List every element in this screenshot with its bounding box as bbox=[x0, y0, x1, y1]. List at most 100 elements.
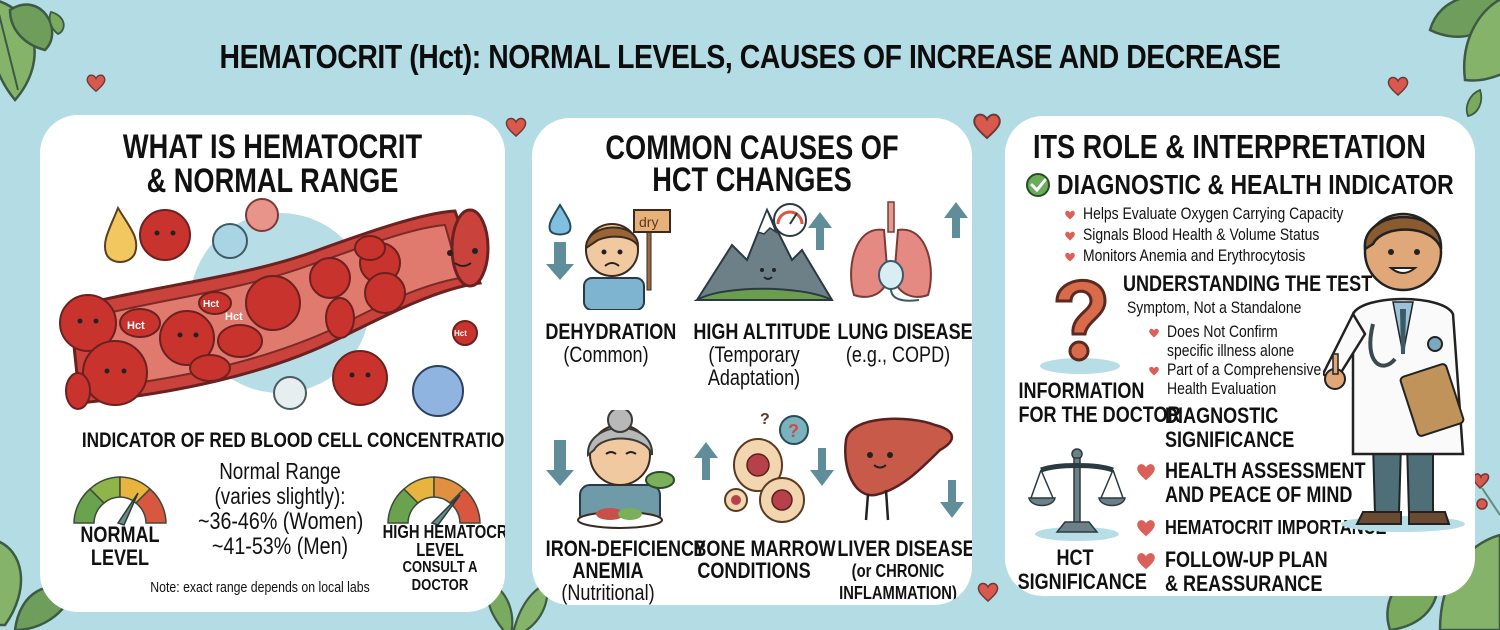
list-item-text: Monitors Anemia and Erythrocytosis bbox=[1083, 246, 1306, 265]
cause-detail: (Nutritional) bbox=[561, 580, 655, 605]
panel-what-is-hematocrit: WHAT IS HEMATOCRIT & NORMAL RANGE bbox=[40, 115, 505, 612]
high-gauge-icon bbox=[382, 467, 486, 527]
balance-scale-icon bbox=[1027, 446, 1127, 542]
svg-text:Hct: Hct bbox=[203, 299, 220, 310]
cause-detail: INFLAMMATION) bbox=[839, 583, 957, 603]
lab-range-note: Note: exact range depends on local labs bbox=[150, 579, 370, 596]
heart-icon bbox=[1137, 464, 1155, 481]
list-item: HEALTH ASSESSMENT AND PEACE OF MIND bbox=[1133, 459, 1435, 507]
hct-significance-label: HCT SIGNIFICANCE bbox=[1005, 545, 1147, 594]
list-item-text: specific illness alone bbox=[1167, 341, 1295, 360]
panel-title-line2: HCT CHANGES bbox=[652, 161, 852, 199]
heart-bullet-icon bbox=[1065, 252, 1075, 262]
cause-iron-deficiency: IRON-DEFICIENCY ANEMIA (Nutritional) bbox=[532, 536, 707, 605]
heart-bullet-icon bbox=[1149, 328, 1159, 338]
high-hematocrit-label: HIGH HEMATOCRIT LEVEL CONSULT A DOCTOR bbox=[370, 523, 505, 595]
cause-liver-disease: LIVER DISEASE (or CHRONIC INFLAMMATION) bbox=[824, 538, 972, 604]
dry-sign-text: dry bbox=[639, 214, 658, 230]
panel-role-interpretation: ITS ROLE & INTERPRETATION DIAGNOSTIC & H… bbox=[1005, 116, 1475, 596]
understanding-heading-text: UNDERSTANDING THE TEST bbox=[1123, 271, 1373, 296]
leaves-top-right-decoration bbox=[1420, 0, 1500, 90]
cause-name: ANEMIA bbox=[572, 558, 644, 583]
significance-heading-line2: SIGNIFICANCE bbox=[1165, 427, 1295, 452]
panel-title-line1: COMMON CAUSES OF bbox=[605, 129, 899, 167]
check-icon bbox=[1025, 172, 1051, 198]
svg-text:Hct: Hct bbox=[454, 329, 467, 338]
cause-dehydration: DEHYDRATION (Common) bbox=[532, 320, 680, 366]
heart-decoration bbox=[503, 115, 529, 139]
list-item-text: Health Evaluation bbox=[1167, 379, 1277, 398]
list-item: Signals Blood Health & Volume Status bbox=[1063, 224, 1400, 245]
indicator-heading: DIAGNOSTIC & HEALTH INDICATOR bbox=[1057, 169, 1475, 201]
normal-level-line1: NORMAL bbox=[80, 522, 160, 547]
panel-common-causes: COMMON CAUSES OF HCT CHANGES dry bbox=[532, 118, 972, 605]
understanding-list: Does Not Confirm specific illness alone … bbox=[1147, 322, 1355, 398]
cause-name: CONDITIONS bbox=[697, 558, 811, 583]
bone-marrow-icon: ? ? bbox=[690, 410, 835, 530]
liver-disease-icon bbox=[840, 410, 970, 530]
panel-title-text: ITS ROLE & INTERPRETATION bbox=[1033, 128, 1426, 165]
normal-level-line2: LEVEL bbox=[90, 545, 150, 570]
info-label-line1: INFORMATION bbox=[1018, 378, 1145, 403]
heart-icon bbox=[1137, 553, 1155, 570]
normal-level-label: NORMAL LEVEL bbox=[60, 523, 180, 569]
list-item-text: Part of a Comprehensive bbox=[1167, 360, 1322, 379]
normal-gauge-icon bbox=[68, 467, 172, 527]
cause-name: HIGH ALTITUDE bbox=[693, 319, 831, 344]
dehydration-icon: dry bbox=[542, 200, 677, 310]
heart-bullet-icon bbox=[1065, 231, 1075, 241]
list-item: Monitors Anemia and Erythrocytosis bbox=[1063, 245, 1400, 266]
info-label-line2: FOR THE DOCTOR bbox=[1018, 402, 1181, 427]
indicator-list: Helps Evaluate Oxygen Carrying Capacity … bbox=[1063, 203, 1400, 266]
scale-label-line2: SIGNIFICANCE bbox=[1017, 569, 1147, 594]
understanding-subtitle: Symptom, Not a Standalone bbox=[1127, 298, 1340, 318]
list-item: Does Not Confirm bbox=[1147, 322, 1355, 341]
lung-diseases-icon bbox=[844, 200, 969, 310]
list-item-text: HEALTH ASSESSMENT bbox=[1165, 458, 1366, 483]
cause-name: LUNG DISEASES bbox=[837, 319, 972, 344]
list-item-text: & REASSURANCE bbox=[1165, 571, 1323, 596]
range-subtitle: (varies slightly): bbox=[214, 483, 346, 509]
list-item: Part of a Comprehensive bbox=[1147, 360, 1355, 379]
cause-detail: Adaptation) bbox=[707, 365, 801, 390]
high-altitude-icon bbox=[692, 200, 837, 310]
leaves-top-left-decoration bbox=[0, 0, 60, 110]
significance-list: HEALTH ASSESSMENT AND PEACE OF MIND HEMAT… bbox=[1133, 459, 1435, 596]
understanding-heading: UNDERSTANDING THE TEST bbox=[1123, 271, 1427, 297]
significance-heading: DIAGNOSTIC SIGNIFICANCE bbox=[1165, 404, 1323, 452]
svg-text:Hct: Hct bbox=[225, 311, 243, 323]
significance-heading-line1: DIAGNOSTIC bbox=[1165, 403, 1279, 428]
list-item: FOLLOW-UP PLAN & REASSURANCE bbox=[1133, 548, 1435, 596]
heart-decoration bbox=[975, 580, 1001, 604]
panel-title: ITS ROLE & INTERPRETATION bbox=[1033, 128, 1475, 166]
list-item-text: Does Not Confirm bbox=[1167, 322, 1278, 341]
range-men: ~41-53% (Men) bbox=[211, 533, 349, 560]
cause-detail: (Common) bbox=[563, 342, 649, 367]
svg-text:?: ? bbox=[760, 411, 770, 428]
list-item-text: AND PEACE OF MIND bbox=[1165, 482, 1353, 507]
cause-detail: (Temporary bbox=[708, 342, 800, 367]
cause-name: DEHYDRATION bbox=[545, 319, 677, 344]
flower-decoration bbox=[1470, 470, 1500, 520]
page-title: HEMATOCRIT (Hct): NORMAL LEVELS, CAUSES … bbox=[219, 38, 1281, 75]
range-title: Normal Range bbox=[219, 458, 341, 484]
panel-title-line1: WHAT IS HEMATOCRIT bbox=[122, 128, 423, 166]
indicator-label: INDICATOR OF RED BLOOD CELL CONCENTRATIO… bbox=[81, 429, 505, 452]
understanding-subtitle-text: Symptom, Not a Standalone bbox=[1127, 298, 1302, 317]
scale-label-line1: HCT bbox=[1056, 545, 1094, 570]
doctor-illustration bbox=[1323, 194, 1473, 534]
list-item-text: FOLLOW-UP PLAN bbox=[1165, 547, 1328, 572]
cause-name: IRON-DEFICIENCY bbox=[545, 536, 707, 561]
small-leaf-decoration bbox=[48, 10, 68, 36]
cause-detail: (e.g., COPD) bbox=[845, 342, 951, 367]
high-level-line2: LEVEL bbox=[416, 540, 464, 560]
heart-bullet-icon bbox=[1065, 210, 1075, 220]
normal-range-block: Normal Range (varies slightly): ~36-46% … bbox=[180, 458, 380, 560]
high-level-line3: CONSULT A bbox=[402, 559, 478, 576]
cause-name: LIVER DISEASE bbox=[837, 536, 972, 561]
info-for-doctor-label: INFORMATION FOR THE DOCTOR bbox=[1005, 378, 1181, 427]
heart-decoration bbox=[1385, 74, 1411, 98]
blood-vessel-illustration: Hct Hct Hct Hct bbox=[40, 193, 505, 428]
list-item-text: Helps Evaluate Oxygen Carrying Capacity bbox=[1083, 204, 1344, 223]
small-leaf-decoration bbox=[1462, 88, 1484, 118]
